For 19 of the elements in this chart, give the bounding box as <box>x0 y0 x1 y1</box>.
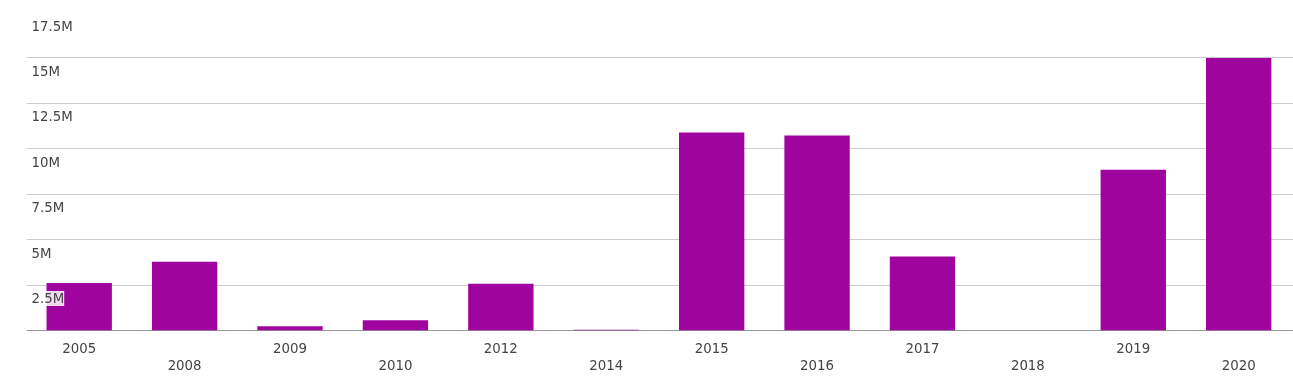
y-tick-label: 7.5M <box>31 200 65 216</box>
x-tick-label: 2018 <box>1010 357 1045 373</box>
x-tick-label: 2015 <box>694 340 729 356</box>
x-tick-label: 2012 <box>483 340 518 356</box>
x-tick-label: 2016 <box>800 357 835 373</box>
y-tick-label: 15M <box>31 63 60 79</box>
y-tick-label: 5M <box>31 245 52 261</box>
x-tick-label: 2008 <box>167 357 202 373</box>
y-tick-label: 10M <box>31 154 60 170</box>
x-tick-label: 2020 <box>1221 357 1256 373</box>
x-tick-label: 2017 <box>905 340 940 356</box>
x-tick-label: 2009 <box>273 340 307 356</box>
x-tick-label: 2014 <box>589 357 624 373</box>
y-tick-label: 12.5M <box>31 109 73 125</box>
x-tick-label: 2010 <box>378 357 413 373</box>
x-tick-label: 2005 <box>62 340 97 356</box>
y-tick-label: 2.5M <box>31 291 65 307</box>
y-tick-label: 17.5M <box>31 18 73 34</box>
x-tick-label: 2019 <box>1116 340 1151 356</box>
